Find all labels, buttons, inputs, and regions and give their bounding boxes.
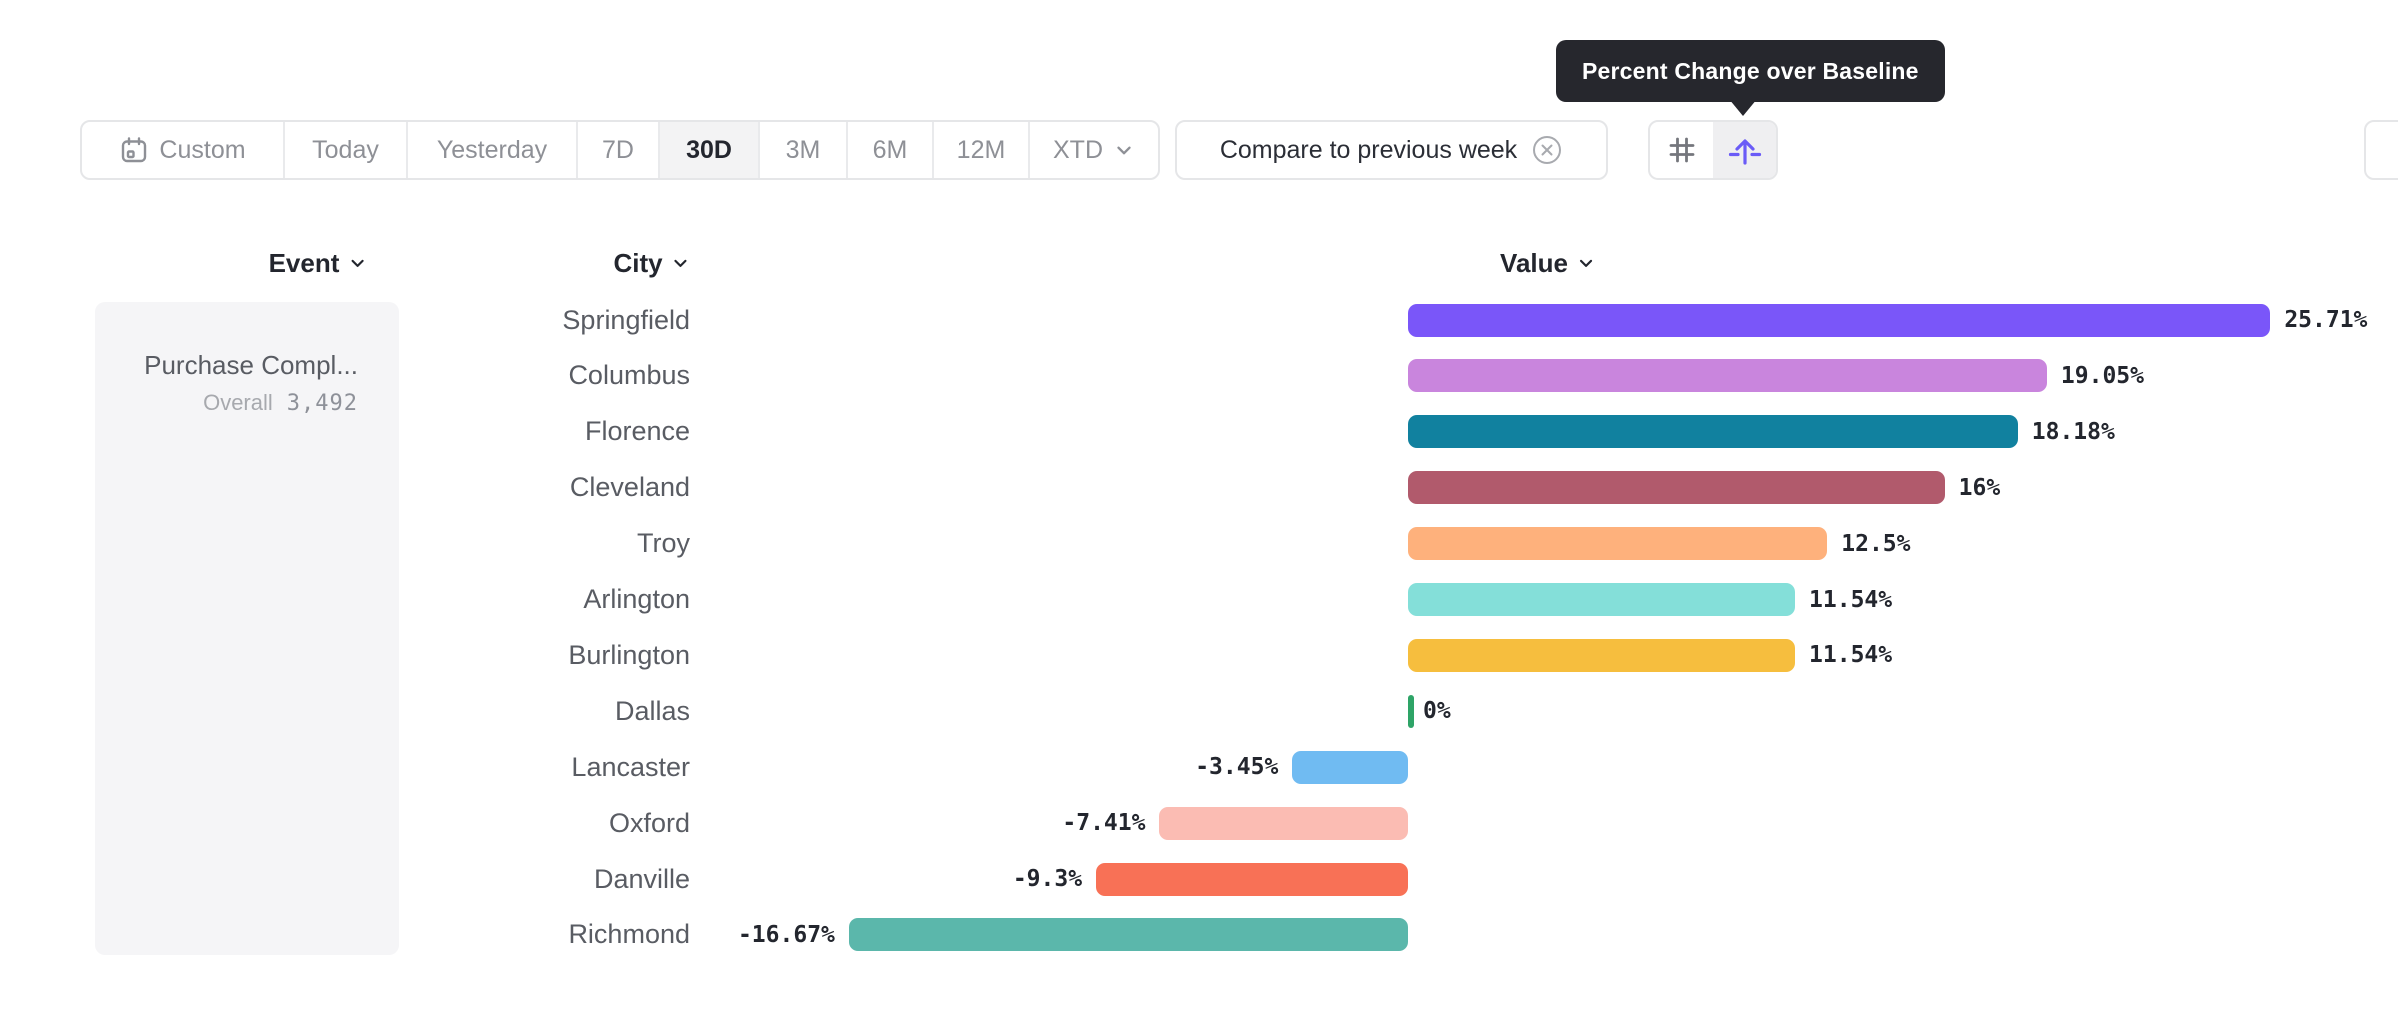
value-label: -7.41%: [1062, 810, 1146, 837]
city-label: Springfield: [562, 304, 690, 335]
chart-row: Richmond -16.67%: [0, 907, 2398, 963]
date-range-group: Custom Today Yesterday 7D 30D 3M 6M 12M XTD: [80, 120, 1160, 180]
hash-icon: [1669, 137, 1694, 163]
city-label: Arlington: [583, 584, 690, 614]
remove-circle-icon[interactable]: [1531, 134, 1563, 166]
date-range-label: XTD: [1053, 135, 1103, 164]
chevron-down-icon: [1579, 259, 1593, 267]
value-label: 25.71%: [2284, 307, 2368, 333]
date-range-7d[interactable]: 7D: [578, 122, 660, 178]
overall-value: 3,492: [286, 391, 358, 416]
column-header-value[interactable]: Value: [1500, 246, 1596, 280]
value-label: -16.67%: [737, 921, 835, 948]
chart-row: Dallas 0%: [0, 683, 2398, 739]
city-label: Columbus: [568, 360, 690, 391]
column-header-event-label: Event: [268, 247, 340, 278]
city-label: Cleveland: [569, 472, 690, 503]
date-range-label: 12M: [956, 135, 1006, 164]
date-range-custom[interactable]: Custom: [82, 122, 285, 178]
value-bar[interactable]: [1408, 359, 2047, 393]
date-range-xtd[interactable]: XTD: [1030, 122, 1158, 178]
compare-label: Compare to previous week: [1219, 135, 1518, 164]
tooltip: Percent Change over Baseline: [1556, 40, 1945, 102]
chart-row: Oxford -7.41%: [0, 795, 2398, 851]
date-range-6m[interactable]: 6M: [848, 122, 934, 178]
date-range-30d[interactable]: 30D: [660, 122, 760, 178]
column-header-city-label: City: [613, 247, 663, 278]
view-toggle-group: [1648, 120, 1778, 180]
value-bar[interactable]: [1408, 303, 2271, 337]
value-label: 0%: [1423, 698, 1451, 725]
value-label: -3.45%: [1195, 754, 1279, 781]
value-label: 18.18%: [2031, 418, 2115, 445]
value-label: 12.5%: [1841, 530, 1911, 557]
date-range-label: Yesterday: [436, 135, 548, 164]
event-panel[interactable]: Purchase Compl... Overall 3,492: [95, 302, 399, 955]
tooltip-text: Percent Change over Baseline: [1582, 57, 1919, 84]
event-name: Purchase Compl...: [144, 350, 358, 380]
chart-row: Danville -9.3%: [0, 851, 2398, 907]
value-label: -9.3%: [1012, 866, 1083, 892]
date-range-label: 6M: [872, 135, 908, 164]
tooltip-caret: [1729, 99, 1757, 116]
percent-change-baseline-toggle[interactable]: [1713, 122, 1776, 178]
chevron-down-icon: [351, 259, 364, 267]
value-label: 11.54%: [1809, 586, 1893, 613]
chart-row: Arlington 11.54%: [0, 572, 2398, 628]
date-range-label: Custom: [159, 135, 246, 164]
city-label: Richmond: [568, 919, 690, 950]
city-label: Danville: [593, 863, 690, 894]
chart-row: Lancaster -3.45%: [0, 739, 2398, 795]
chart-row: Cleveland 16%: [0, 460, 2398, 516]
value-bar[interactable]: [1292, 750, 1408, 784]
city-label: Oxford: [608, 807, 690, 838]
partial-edge-button[interactable]: [2364, 120, 2398, 180]
column-header-event[interactable]: Event: [269, 246, 368, 280]
value-bar[interactable]: [1408, 694, 1414, 728]
date-range-12m[interactable]: 12M: [934, 122, 1030, 178]
event-overall: Overall 3,492: [95, 390, 358, 416]
city-label: Florence: [584, 416, 690, 447]
date-range-label: 7D: [602, 135, 634, 164]
chevron-down-icon: [1117, 146, 1131, 155]
chart-row: Florence 18.18%: [0, 404, 2398, 460]
city-label: Dallas: [614, 695, 690, 726]
chart-row: Burlington 11.54%: [0, 627, 2398, 683]
date-range-label: Today: [312, 135, 379, 164]
date-range-yesterday[interactable]: Yesterday: [408, 122, 578, 178]
chart-row: Springfield 25.71%: [0, 292, 2398, 348]
city-label: Lancaster: [571, 751, 690, 782]
city-label: Burlington: [568, 639, 690, 670]
value-bar[interactable]: [1096, 862, 1408, 896]
column-header-city[interactable]: City: [613, 246, 690, 280]
city-label: Troy: [637, 528, 690, 559]
value-bar[interactable]: [848, 918, 1408, 952]
overall-label: Overall: [203, 390, 273, 415]
value-bar[interactable]: [1408, 638, 1796, 672]
date-range-today[interactable]: Today: [285, 122, 408, 178]
date-range-label: 30D: [686, 135, 732, 164]
chevron-down-icon: [674, 259, 687, 267]
value-bar[interactable]: [1159, 806, 1408, 840]
value-label: 16%: [1958, 474, 2001, 501]
calendar-icon: [122, 137, 147, 163]
chart-row: Columbus 19.05%: [0, 348, 2398, 404]
baseline-arrow-icon: [1728, 139, 1761, 165]
value-bar[interactable]: [1408, 471, 1945, 505]
column-header-value-label: Value: [1500, 247, 1568, 278]
value-label: 11.54%: [1809, 642, 1893, 669]
value-bar[interactable]: [1408, 415, 2018, 449]
value-bar[interactable]: [1408, 583, 1796, 616]
compare-button[interactable]: Compare to previous week: [1175, 120, 1608, 180]
date-range-3m[interactable]: 3M: [760, 122, 848, 178]
value-label: 19.05%: [2060, 362, 2145, 389]
value-bar[interactable]: [1408, 527, 1828, 561]
grid-toggle[interactable]: [1650, 122, 1713, 178]
date-range-label: 3M: [785, 135, 821, 164]
chart-row: Troy 12.5%: [0, 516, 2398, 572]
